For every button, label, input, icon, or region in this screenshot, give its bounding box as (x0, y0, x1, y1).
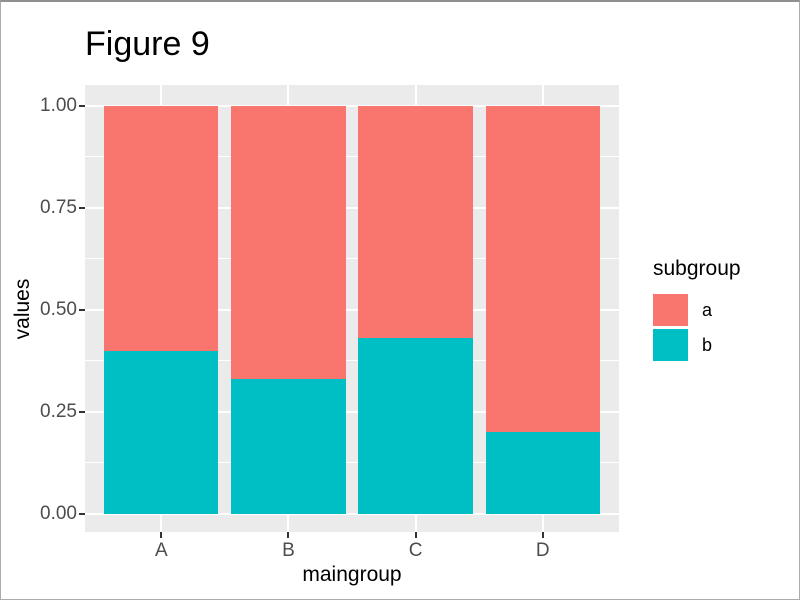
gridline-minor-y (85, 462, 619, 464)
bar-B-a (231, 105, 346, 380)
gridline-major-y (85, 308, 619, 311)
gridline-major-y (85, 104, 619, 107)
bar-B-b (231, 379, 346, 514)
y-tick-mark (79, 513, 85, 515)
gridline-major-y (85, 410, 619, 413)
x-tick-mark (541, 532, 544, 538)
gridline-major-y (85, 206, 619, 209)
y-tick-label: 0.00 (40, 503, 77, 524)
legend-item-b: b (653, 329, 741, 361)
x-tick-label: C (408, 540, 423, 561)
bar-C-b (358, 338, 473, 514)
gridline-minor-y (85, 360, 619, 362)
x-tick-label: D (535, 540, 550, 561)
y-tick-mark (79, 206, 85, 209)
y-tick-mark (79, 410, 85, 413)
bar-C-a (358, 105, 473, 339)
plot-title: Figure 9 (85, 25, 210, 63)
legend-item-label: a (702, 299, 713, 320)
x-tick-mark (414, 532, 417, 538)
y-tick-label: 0.75 (40, 196, 77, 218)
gridline-minor-y (85, 156, 619, 158)
y-tick-mark (79, 104, 85, 107)
y-tick-label: 0.25 (40, 400, 77, 422)
gridline-minor-y (85, 258, 619, 260)
x-tick-label: A (154, 540, 168, 561)
bar-D-a (485, 105, 600, 433)
legend-swatch-a (653, 294, 688, 326)
legend-item-label: b (702, 334, 713, 355)
x-axis-title: maingroup (302, 563, 402, 586)
plot-panel (85, 85, 619, 532)
legend-item-a: a (653, 294, 741, 326)
x-tick-label: B (282, 540, 295, 561)
y-tick-mark (79, 308, 85, 311)
bar-A-b (104, 350, 219, 514)
legend-title: subgroup (653, 257, 741, 280)
x-tick-mark (160, 532, 163, 538)
y-tick-label: 0.50 (40, 298, 77, 320)
bar-A-a (104, 105, 219, 351)
legend-swatch-b (653, 329, 688, 361)
bar-D-b (485, 432, 600, 514)
x-tick-mark (287, 532, 290, 538)
gridline-major-y (85, 513, 619, 515)
y-tick-label: 1.00 (40, 94, 77, 116)
